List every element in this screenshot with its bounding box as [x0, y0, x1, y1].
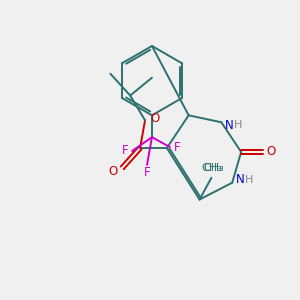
Text: H: H — [234, 120, 242, 130]
Text: O: O — [109, 165, 118, 178]
Text: N: N — [236, 173, 244, 186]
Text: O: O — [266, 146, 275, 158]
Text: O: O — [150, 112, 160, 125]
Text: H: H — [245, 175, 253, 185]
Text: F: F — [173, 140, 180, 154]
Text: F: F — [122, 145, 128, 158]
Text: N: N — [225, 119, 234, 132]
Text: CH₃: CH₃ — [203, 163, 224, 173]
Text: CH₃: CH₃ — [201, 163, 222, 173]
Text: F: F — [144, 166, 150, 179]
